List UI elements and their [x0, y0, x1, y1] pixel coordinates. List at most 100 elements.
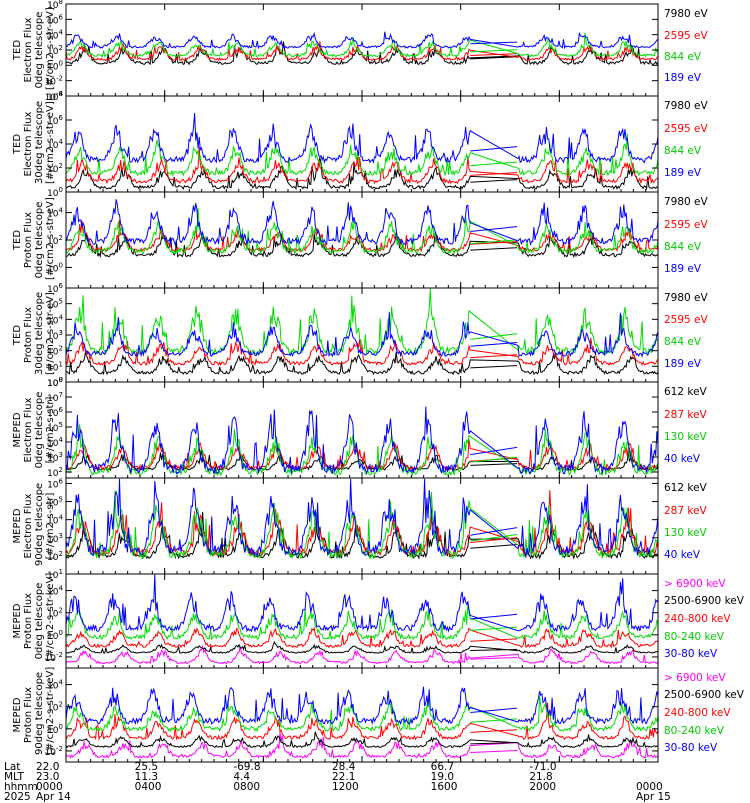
y-tick-label: 100 [47, 723, 63, 736]
x-row-label: Lat [4, 761, 21, 773]
legend-entry: 80-240 keV [664, 630, 724, 643]
panel-frame [65, 3, 659, 97]
x-tick-hhmm: 2000 [529, 781, 557, 793]
ylabel-line: MEPED [12, 603, 23, 639]
series-line-6-3 [65, 490, 659, 560]
y-tick-label: 101 [47, 568, 63, 581]
y-tick-label: 103 [47, 451, 63, 464]
panel-ylabel: MEPED Proton Flux 0deg telescope [#/cm2-s-s… [12, 572, 56, 661]
ylabel-line: 0deg telescope [34, 391, 45, 469]
series-line-2-4 [65, 113, 659, 164]
series-line-1-3 [65, 32, 659, 58]
panel-4: 100 101 102 103 104 105 106 [47, 282, 659, 389]
legend-entry: 2595 eV [664, 122, 708, 135]
y-tick-label: 106 [47, 114, 63, 127]
series-line-5-1 [65, 448, 659, 472]
legend-entry: 2500-6900 keV [664, 689, 744, 702]
y-tick-label: 103 [47, 329, 63, 342]
legend-entry: 2595 eV [664, 218, 708, 231]
panel-ylabel: MEPED Proton Flux 90deg telescope [#/cm2-s-… [12, 666, 56, 755]
ylabel-line: [#/cm2-s-str] [45, 492, 56, 560]
ylabel-line: [#/cm2-s-str-eV] [45, 7, 56, 90]
y-tick-label: 104 [47, 29, 63, 42]
legend-entry: 7980 eV [664, 100, 708, 113]
x-row-label: hhmm [4, 781, 38, 793]
series-line-7-1 [65, 644, 659, 665]
panel-5: 102 103 104 105 106 107 108 [47, 376, 659, 479]
series-line-4-2 [65, 337, 659, 367]
y-tick-label: 105 [47, 421, 63, 434]
ylabel-line: 30deg telescope [34, 100, 45, 184]
legend-entry: 287 keV [664, 408, 707, 421]
y-tick-label: 102 [47, 701, 63, 714]
ylabel-line: [#/cm2-s-str-keV] [45, 666, 56, 755]
x-tick-hhmm: 0800 [233, 781, 261, 793]
series-line-3-1 [65, 232, 659, 259]
series-line-7-3 [65, 626, 659, 649]
series-line-8-2 [65, 731, 659, 749]
y-tick-label: 102 [47, 44, 63, 57]
x-tick-lat: -69.8 [233, 761, 261, 773]
ylabel-line: 30deg telescope [34, 291, 45, 375]
ylabel-line: MEPED [12, 697, 23, 733]
panel-ylabel: TED Proton Flux 0deg telescope [#/cm2-s-str… [12, 197, 56, 280]
panel-ylabel: TED Proton Flux 30deg telescope [#/cm2-s-st… [12, 291, 56, 375]
x-tick-hhmm: 1200 [332, 781, 359, 793]
y-tick-label: 102 [47, 234, 63, 247]
panel-7: 10-2 100 102 104 [45, 573, 659, 669]
ylabel-line: [#/cm2-s-str-keV] [45, 572, 56, 661]
y-tick-label: 10-4 [45, 90, 64, 103]
panel-3: 100 102 104 [47, 191, 659, 289]
ylabel-line: TED [12, 324, 23, 346]
y-tick-label: 105 [47, 298, 63, 311]
x-tick-mlt: 22.1 [332, 771, 356, 783]
legend-entry: 2595 eV [664, 29, 708, 42]
y-tick-label: 100 [47, 59, 63, 72]
panel-6: 101 102 103 104 105 106 [47, 477, 659, 581]
x-tick-date: Apr 15 [636, 791, 671, 803]
ylabel-line: 0deg telescope [34, 201, 45, 279]
legend-entry: 30-80 keV [664, 742, 718, 755]
ylabel-line: 90deg telescope [34, 671, 45, 755]
legend-entry: 612 keV [664, 482, 707, 495]
series-line-8-5 [65, 686, 659, 726]
y-tick-label: 10-2 [45, 745, 63, 758]
panel-frame [65, 287, 659, 383]
legend-entry: 2595 eV [664, 314, 708, 327]
legend-entry: 844 eV [664, 145, 702, 158]
ylabel-line: Proton Flux [23, 592, 34, 650]
ylabel-line: [#/cm2-s-str-eV] [45, 101, 56, 184]
ylabel-line: Proton Flux [23, 306, 34, 364]
ylabel-line: TED [12, 133, 23, 155]
panel-ylabel: MEPED Electron Flux 90deg telescope [#/cm2-… [12, 482, 56, 566]
legend-entry: 30-80 keV [664, 648, 718, 661]
legend-entry: 7980 eV [664, 292, 708, 305]
series-line-6-4 [65, 478, 659, 558]
panel-ylabel: TED Electron Flux 0deg telescope [#/cm2-s-s… [12, 7, 56, 90]
ylabel-line: Electron Flux [23, 397, 34, 463]
ylabel-line: Electron Flux [23, 493, 34, 559]
panel-ylabel: TED Electron Flux 30deg telescope [#/cm2-s-… [12, 100, 56, 184]
y-tick-label: 108 [47, 376, 63, 389]
y-tick-label: 102 [47, 550, 63, 563]
y-tick-label: 103 [47, 532, 63, 545]
y-tick-label: 100 [47, 629, 63, 642]
ylabel-line: 90deg telescope [34, 482, 45, 566]
series-line-5-4 [65, 406, 659, 475]
legend-entry: 844 eV [664, 336, 702, 349]
y-tick-label: 107 [47, 391, 63, 404]
y-tick-label: 100 [47, 261, 63, 274]
y-tick-label: 102 [47, 162, 63, 175]
x-row-label: MLT [4, 771, 24, 783]
x-tick-mlt: 4.4 [233, 771, 251, 783]
x-tick-lat: 25.5 [134, 761, 159, 773]
legend-entry: 189 eV [664, 167, 702, 180]
y-tick-label: 108 [47, 0, 63, 11]
ylabel-line: 0deg telescope [34, 11, 45, 89]
y-tick-label: 105 [47, 496, 63, 509]
x-tick-lat: -71.0 [529, 761, 557, 773]
series-line-1-4 [65, 31, 659, 50]
legend-entry: 40 keV [664, 453, 701, 466]
legend-entry: 287 keV [664, 504, 707, 517]
